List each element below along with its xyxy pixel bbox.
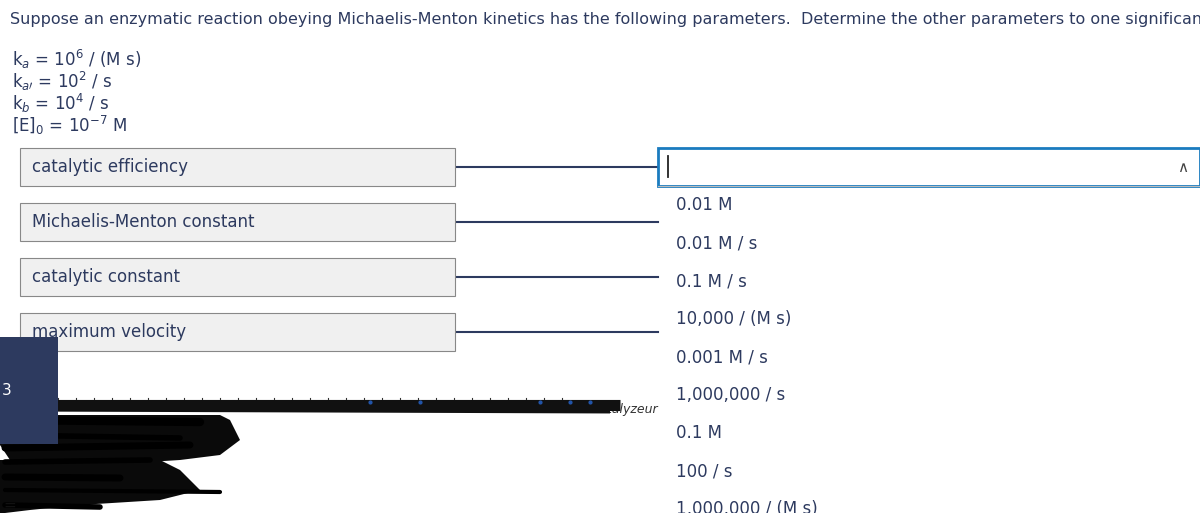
Text: Michaelis-Menton constant: Michaelis-Menton constant — [32, 213, 254, 231]
Text: 0.001 M / s: 0.001 M / s — [676, 348, 768, 366]
FancyBboxPatch shape — [20, 203, 455, 241]
Text: k$_{a\prime}$ = 10$^2$ / s: k$_{a\prime}$ = 10$^2$ / s — [12, 70, 113, 93]
Text: k$_a$ = 10$^6$ / (M s): k$_a$ = 10$^6$ / (M s) — [12, 48, 142, 71]
FancyBboxPatch shape — [20, 258, 455, 296]
Text: the catalyzeur: the catalyzeur — [568, 403, 658, 416]
Text: k$_b$ = 10$^4$ / s: k$_b$ = 10$^4$ / s — [12, 92, 109, 115]
Polygon shape — [0, 460, 200, 513]
Text: ∧: ∧ — [1177, 160, 1188, 174]
Text: 1,000,000 / s: 1,000,000 / s — [676, 386, 785, 404]
Text: s: s — [28, 385, 35, 399]
Text: 10,000 / (M s): 10,000 / (M s) — [676, 310, 791, 328]
FancyBboxPatch shape — [20, 313, 455, 351]
Text: 0.01 M / s: 0.01 M / s — [676, 234, 757, 252]
Text: 0.1 M: 0.1 M — [676, 424, 722, 442]
Text: catalytic efficiency: catalytic efficiency — [32, 158, 188, 176]
Text: 1,000,000 / (M s): 1,000,000 / (M s) — [676, 500, 817, 513]
Text: catalytic constant: catalytic constant — [32, 268, 180, 286]
Text: 100 / s: 100 / s — [676, 462, 732, 480]
FancyBboxPatch shape — [658, 148, 1200, 186]
Text: maximum velocity: maximum velocity — [32, 323, 186, 341]
Text: Suppose an enzymatic reaction obeying Michaelis-Menton kinetics has the followin: Suppose an enzymatic reaction obeying Mi… — [10, 12, 1200, 27]
Text: 0.01 M: 0.01 M — [676, 196, 732, 214]
FancyBboxPatch shape — [20, 148, 455, 186]
Polygon shape — [0, 415, 240, 470]
Text: 0.1 M / s: 0.1 M / s — [676, 272, 746, 290]
Text: 3: 3 — [2, 383, 12, 398]
Text: =: = — [2, 498, 16, 513]
Text: [E]$_0$ = 10$^{-7}$ M: [E]$_0$ = 10$^{-7}$ M — [12, 114, 127, 137]
